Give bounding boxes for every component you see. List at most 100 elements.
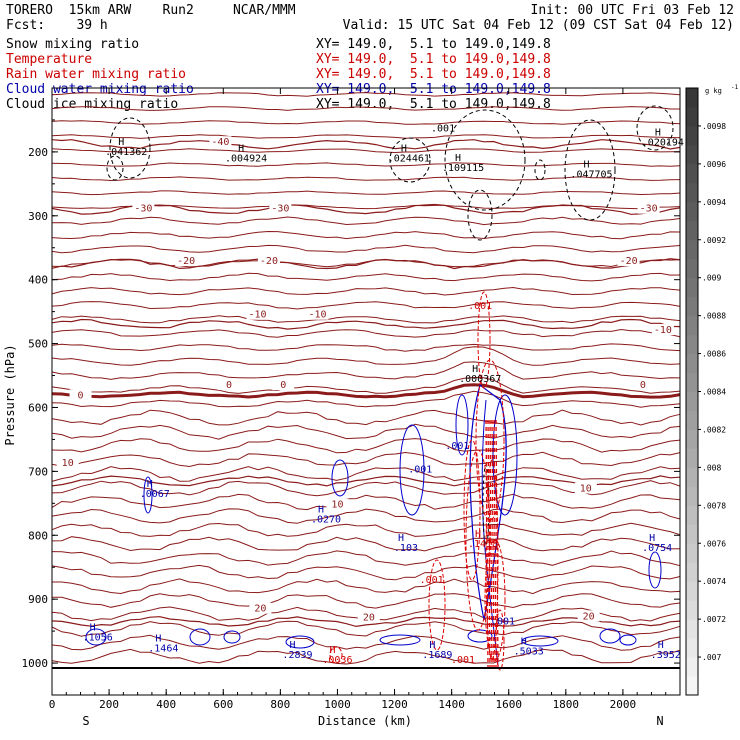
colorbar-tick-label: .007 [702, 653, 721, 662]
colorbar-unit-exponent: -1 [731, 84, 739, 91]
isotherm-label: 20 [254, 604, 266, 615]
isotherm-line [51, 148, 681, 154]
rain-contour [428, 559, 446, 651]
isotherm-line [51, 361, 681, 380]
contour-value-label: .001 [420, 575, 444, 586]
field-name-snow: Snow mixing ratio [6, 37, 140, 52]
colorbar-tick-label: .008 [702, 463, 721, 472]
isotherm-20 [51, 616, 681, 628]
isotherm-line [51, 390, 681, 408]
isotherm-label: 10 [580, 484, 592, 495]
maximum-marker-h: H [398, 533, 404, 544]
cloud-water-contour [143, 476, 153, 514]
isotherm-line [51, 106, 680, 111]
isotherm-line [51, 162, 681, 167]
y-tick-label: 800 [28, 529, 48, 542]
x-tick-label: 1200 [381, 698, 408, 711]
field-name-temperature: Temperature [6, 52, 93, 67]
isotherm-line [51, 620, 681, 637]
isotherm-label: 0 [78, 390, 84, 401]
x-tick-label: 1400 [438, 698, 465, 711]
rain-core-line [485, 419, 489, 669]
isotherm-line [51, 564, 681, 581]
colorbar-segment [686, 600, 698, 620]
isotherm-label-bg [69, 389, 92, 401]
snow-contour [109, 117, 151, 179]
rain-core-line [491, 419, 495, 669]
isotherm-line [51, 376, 681, 394]
maximum-marker-h: H [521, 637, 527, 648]
cloud-water-contour [223, 630, 241, 644]
colorbar-segment [686, 315, 698, 336]
field-xy-snow: XY= 149.0, 5.1 to 149.0,149.8 [316, 37, 551, 52]
colorbar-tick-label: .0092 [702, 236, 726, 245]
maximum-value-label: .1056 [83, 633, 113, 644]
isotherm-label-bg [209, 136, 232, 148]
rain-contour [329, 646, 343, 664]
maximum-value-label: .1418 [468, 539, 498, 550]
isotherm-line [51, 120, 681, 125]
isotherm-line [51, 244, 681, 254]
isotherm-line [51, 634, 681, 651]
isotherm-label: 10 [331, 500, 343, 511]
isotherm--40 [51, 139, 681, 150]
snow-contour [389, 137, 431, 183]
contour-value-label: .001 [468, 301, 492, 312]
rain-core-line [495, 419, 499, 669]
y-tick-label: 900 [28, 593, 48, 606]
colorbar-tick-label: .0072 [702, 615, 726, 624]
maximum-value-label: .1464 [148, 644, 178, 655]
isotherm-label-bg [249, 602, 272, 614]
isotherm-label: 0 [280, 380, 286, 391]
y-tick-label: 600 [28, 401, 48, 414]
isotherm-label: 0 [226, 380, 232, 391]
maximum-value-label: .0754 [642, 543, 672, 554]
colorbar: .0098 .0096 .0094 .0092 .009 .0088 .0086 .0084.… [685, 87, 726, 696]
colorbar-segment [686, 125, 698, 146]
isotherm-label-bg [651, 324, 674, 336]
x-tick-label: 600 [213, 698, 233, 711]
cloud-water-contour [399, 424, 425, 516]
maximum-marker-h: H [318, 504, 324, 515]
colorbar-tick-label: .0098 [702, 122, 726, 131]
isotherm-line [51, 550, 681, 567]
x-tick-label: 1800 [553, 698, 580, 711]
isotherm-label-bg [631, 379, 654, 391]
x-tick-label: 2000 [610, 698, 637, 711]
isotherm-label: -30 [640, 204, 658, 215]
colorbar-segment [686, 429, 698, 449]
fcst-line: Fcst: 39 h [6, 18, 108, 33]
maximum-marker-h: H [475, 529, 481, 540]
colorbar-segment [686, 201, 698, 222]
isotherm-label: -30 [271, 204, 289, 215]
isotherm-line [51, 466, 681, 482]
colorbar-segment [686, 448, 698, 468]
isotherm-label-bg [269, 202, 292, 214]
cloud-water-contour [285, 635, 315, 649]
rain-contour [485, 459, 499, 661]
colorbar-segment [686, 410, 698, 430]
colorbar-tick-label: .0086 [702, 350, 726, 359]
colorbar-tick-label: .0096 [702, 160, 726, 169]
maximum-marker-h: H [658, 640, 664, 651]
isotherm-label: -40 [211, 137, 229, 148]
init-line: Init: 00 UTC Fri 03 Feb 12 [530, 3, 735, 18]
isotherm-label-bg [357, 611, 380, 623]
isotherm-line [52, 578, 681, 595]
colorbar-segment [686, 372, 698, 392]
contour-value-label: .001 [451, 655, 475, 666]
isotherm-label-bg [246, 308, 269, 320]
colorbar-segment [686, 296, 698, 317]
isotherm-line [51, 176, 681, 182]
isotherm--30 [51, 203, 681, 215]
colorbar-segment [686, 239, 698, 260]
colorbar-segment [686, 220, 698, 241]
isotherm-line [51, 648, 681, 665]
isotherm-label-bg [326, 498, 349, 510]
isotherm-label: 10 [62, 458, 74, 469]
isotherm-line [51, 536, 681, 552]
cloud-water-contour [379, 634, 421, 646]
x-tick-label: 800 [270, 698, 290, 711]
snow-contour [564, 119, 616, 221]
maximum-value-label: .3952 [651, 650, 681, 661]
